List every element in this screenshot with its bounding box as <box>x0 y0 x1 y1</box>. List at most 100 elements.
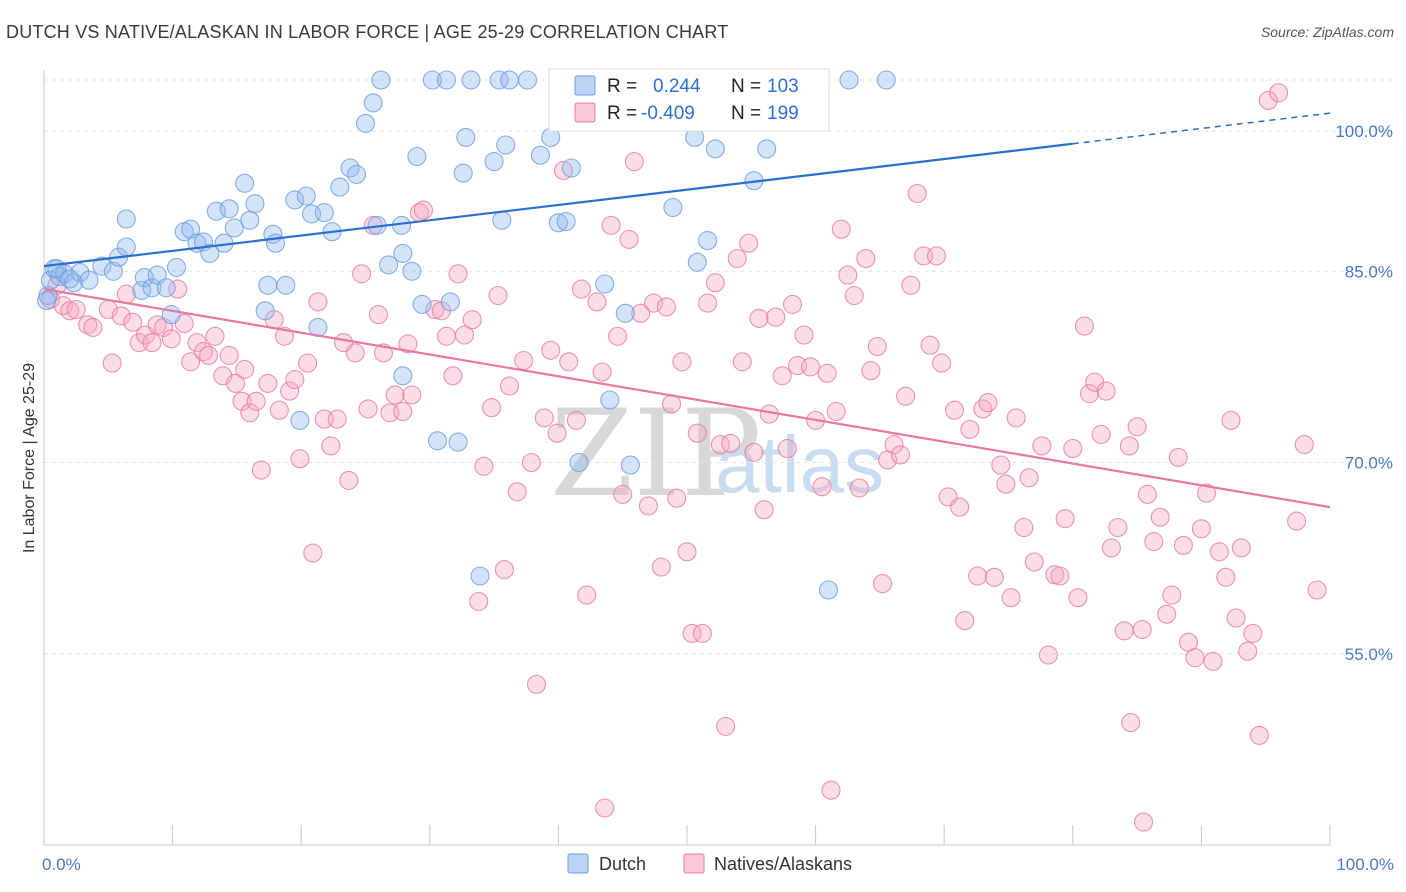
natives-point <box>1108 517 1128 538</box>
dutch-point <box>615 303 635 323</box>
natives-point <box>1137 484 1157 504</box>
natives-point <box>861 361 881 381</box>
natives-point <box>1101 538 1121 558</box>
source-label: Source: ZipAtlas.com <box>1260 24 1394 40</box>
dutch-point <box>371 70 391 90</box>
dutch-point <box>393 366 413 386</box>
legend-r-value-natives: -0.409 <box>641 103 695 124</box>
watermark-atlas: atlas <box>715 420 884 509</box>
natives-point <box>1050 566 1070 586</box>
natives-point <box>587 292 607 312</box>
natives-point <box>592 362 612 382</box>
natives-point <box>705 273 725 293</box>
bottom-legend-label-natives: Natives/Alaskans <box>714 854 852 874</box>
natives-point <box>1294 435 1314 455</box>
natives-point <box>968 566 988 586</box>
natives-point <box>494 560 514 580</box>
natives-point <box>727 248 747 269</box>
dutch-point <box>818 580 839 600</box>
natives-point <box>1096 381 1116 401</box>
legend-n-label-natives: N = <box>731 103 761 124</box>
natives-point <box>111 306 131 326</box>
natives-point <box>469 591 489 612</box>
natives-point <box>749 308 769 328</box>
natives-point <box>280 381 300 401</box>
legend-n-value-dutch: 103 <box>767 76 799 97</box>
natives-point <box>102 353 122 373</box>
natives-point <box>66 299 86 320</box>
y-axis-title: In Labor Force | Age 25-29 <box>21 363 38 553</box>
legend-swatch-dutch <box>574 75 596 96</box>
dutch-point <box>258 275 278 295</box>
natives-point <box>345 343 365 363</box>
dutch-point <box>200 243 220 263</box>
natives-point <box>667 488 687 508</box>
dutch-point <box>705 139 725 159</box>
natives-point <box>142 333 162 353</box>
natives-point <box>978 393 998 413</box>
natives-point <box>821 780 841 800</box>
natives-point <box>199 345 219 365</box>
natives-point <box>1269 83 1289 103</box>
natives-point <box>777 438 797 459</box>
natives-point <box>844 285 864 306</box>
natives-point <box>425 299 445 320</box>
natives-point <box>1006 408 1026 428</box>
natives-point <box>613 484 633 504</box>
natives-point <box>1226 608 1246 628</box>
dutch-point <box>489 70 509 90</box>
natives-point <box>474 456 494 476</box>
natives-point <box>856 248 876 269</box>
dutch-point <box>530 145 550 165</box>
natives-point <box>454 325 475 345</box>
natives-point <box>321 436 341 456</box>
natives-point <box>1063 438 1083 459</box>
natives-point <box>402 385 422 405</box>
dutch-point <box>402 261 422 281</box>
natives-point <box>687 423 707 443</box>
natives-point <box>619 229 639 249</box>
natives-point <box>716 716 736 736</box>
natives-point <box>1216 567 1236 587</box>
dutch-point <box>240 210 260 230</box>
natives-point <box>744 442 764 462</box>
natives-point <box>800 357 821 377</box>
natives-point <box>246 391 266 411</box>
legend-n-label-dutch: N = <box>731 76 761 97</box>
trend-lines <box>43 112 1331 509</box>
natives-point <box>644 293 664 313</box>
natives-point <box>849 478 869 498</box>
natives-point <box>692 623 712 643</box>
natives-point <box>352 264 372 284</box>
natives-point <box>1221 410 1241 430</box>
natives-point <box>398 334 418 354</box>
natives-point <box>274 326 295 346</box>
dutch-point <box>103 261 123 281</box>
dutch-point <box>116 209 136 229</box>
natives-point <box>884 435 904 455</box>
bottom-legend-swatch-dutch <box>567 853 589 874</box>
natives-point <box>651 557 671 577</box>
natives-point <box>235 359 255 379</box>
natives-point <box>1168 447 1188 467</box>
natives-point <box>488 285 508 306</box>
dutch-point <box>314 203 334 223</box>
x-ticks <box>43 825 1331 845</box>
dutch-point <box>453 163 473 183</box>
natives-point <box>1079 384 1100 404</box>
natives-point <box>368 305 388 325</box>
dutch-point <box>484 152 504 172</box>
natives-point <box>1157 604 1177 624</box>
natives-point <box>920 335 940 355</box>
natives-point <box>499 376 520 396</box>
dutch-point <box>166 257 187 277</box>
natives-point <box>521 452 541 473</box>
natives-point <box>541 340 561 360</box>
dutch-point <box>79 270 99 290</box>
natives-point <box>682 623 702 643</box>
x-tick-labels: 0.0% 100.0% <box>42 855 1394 874</box>
dutch-point <box>556 211 576 232</box>
natives-point <box>732 352 752 372</box>
dutch-point <box>436 70 457 90</box>
